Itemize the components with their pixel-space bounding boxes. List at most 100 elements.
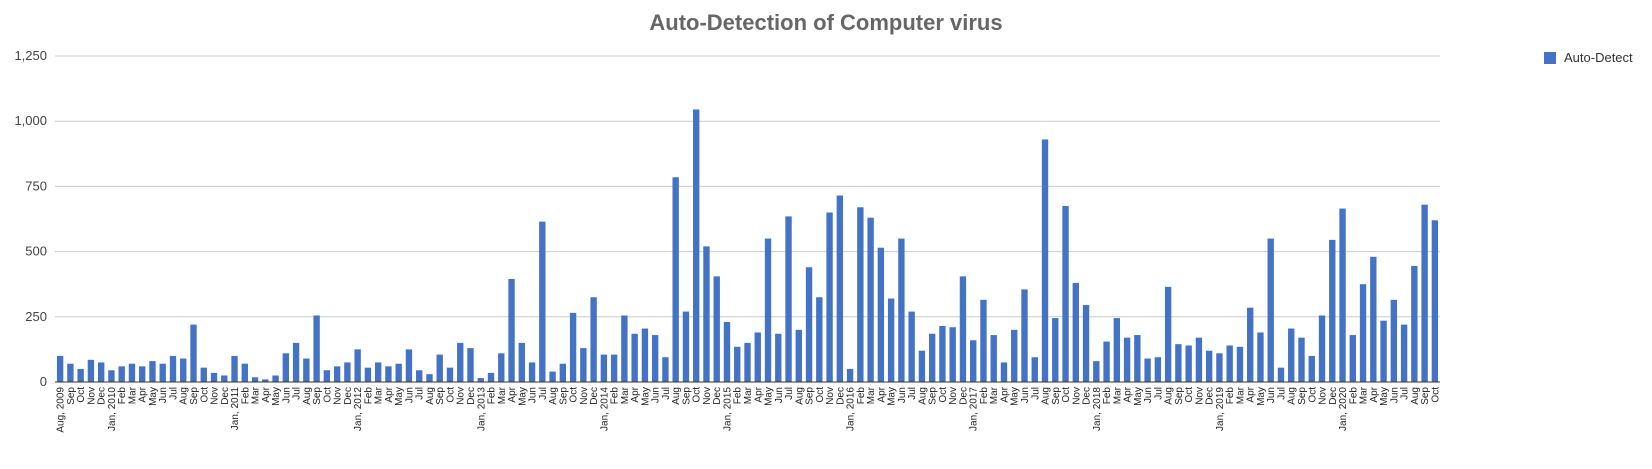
x-tick-label: Oct bbox=[692, 387, 703, 403]
bar bbox=[139, 366, 146, 382]
bar bbox=[1031, 357, 1038, 382]
bar bbox=[887, 298, 895, 382]
bar bbox=[528, 362, 536, 382]
bar bbox=[344, 362, 351, 382]
x-tick-label: Mar bbox=[1235, 386, 1246, 404]
bar bbox=[67, 363, 74, 382]
bar bbox=[221, 375, 228, 382]
bar bbox=[918, 350, 926, 382]
bar bbox=[744, 342, 751, 382]
x-tick-label: May bbox=[1379, 387, 1390, 406]
bar bbox=[251, 377, 259, 382]
x-tick-label: Jul bbox=[538, 387, 549, 400]
x-tick-label: Sep bbox=[312, 387, 323, 405]
y-axis-ticks: 0 250 500 750 1,000 1,250 bbox=[14, 48, 47, 389]
bar bbox=[374, 362, 382, 382]
bar bbox=[846, 368, 854, 382]
x-tick-label: May bbox=[394, 387, 405, 406]
bar bbox=[108, 370, 115, 382]
bar bbox=[77, 368, 84, 382]
x-tick-label: Oct bbox=[199, 387, 210, 403]
x-tick-label: Aug bbox=[1287, 387, 1298, 405]
x-tick-label: Jun bbox=[281, 387, 292, 403]
bar bbox=[457, 342, 464, 382]
x-tick-label: Sep bbox=[189, 387, 200, 405]
x-tick-label: Feb bbox=[1102, 387, 1113, 405]
bar bbox=[231, 355, 238, 382]
x-tick-label: Nov bbox=[579, 387, 590, 405]
bar bbox=[662, 357, 669, 382]
x-tick-label: Nov bbox=[86, 387, 97, 405]
x-tick-label: Nov bbox=[210, 387, 221, 405]
x-tick-label: Feb bbox=[979, 387, 990, 405]
x-tick-label: Aug bbox=[1410, 387, 1421, 405]
bar bbox=[980, 299, 987, 382]
bar bbox=[282, 353, 290, 382]
x-tick-label: Jul bbox=[907, 387, 918, 400]
x-tick-label: Mar bbox=[989, 386, 1000, 404]
x-tick-label: Aug bbox=[917, 387, 928, 405]
bar bbox=[1041, 139, 1049, 382]
bar bbox=[1103, 341, 1110, 382]
bar bbox=[826, 212, 833, 382]
bar bbox=[1000, 362, 1008, 382]
x-tick-label: Oct bbox=[1184, 387, 1195, 403]
bar bbox=[405, 349, 413, 382]
x-tick-label: Feb bbox=[733, 387, 744, 405]
bar bbox=[169, 355, 177, 382]
bar bbox=[898, 238, 905, 382]
x-tick-label: Sep bbox=[558, 387, 569, 405]
x-tick-label: Oct bbox=[938, 387, 949, 403]
bar bbox=[446, 367, 454, 382]
x-tick-label: Dec bbox=[589, 387, 600, 405]
x-tick-label: Mar bbox=[743, 386, 754, 404]
x-tick-label: Dec bbox=[466, 387, 477, 405]
x-tick-label: Oct bbox=[569, 387, 580, 403]
bar bbox=[1154, 357, 1162, 382]
bar bbox=[610, 354, 618, 382]
x-tick-label: Apr bbox=[999, 386, 1010, 402]
x-tick-label: Jan, 2011 bbox=[230, 387, 241, 431]
bar bbox=[97, 362, 105, 382]
bar bbox=[1011, 329, 1018, 382]
x-tick-label: Jun bbox=[404, 387, 415, 403]
bar bbox=[1390, 299, 1398, 382]
bar bbox=[272, 375, 279, 382]
bar bbox=[1411, 265, 1418, 382]
x-tick-label: Sep bbox=[681, 387, 692, 405]
x-tick-label: Apr bbox=[384, 386, 395, 402]
y-tick-label: 1,000 bbox=[14, 113, 47, 128]
bar bbox=[600, 354, 608, 382]
x-tick-label: May bbox=[271, 387, 282, 406]
x-tick-label: Dec bbox=[97, 387, 108, 405]
x-tick-label: Jul bbox=[1153, 387, 1164, 400]
x-tick-label: Jul bbox=[1400, 387, 1411, 400]
bar bbox=[1339, 208, 1346, 382]
legend: Auto-Detect bbox=[1544, 50, 1633, 65]
bar bbox=[436, 354, 443, 382]
bar bbox=[1093, 361, 1100, 382]
bar bbox=[333, 366, 341, 382]
x-tick-label: Jan, 2012 bbox=[353, 387, 364, 431]
bar bbox=[1185, 345, 1192, 382]
bar bbox=[1267, 238, 1274, 382]
bar bbox=[764, 238, 772, 382]
bar bbox=[1288, 328, 1295, 382]
x-tick-label: Mar bbox=[1112, 386, 1123, 404]
bar bbox=[518, 342, 525, 382]
x-tick-label: Aug bbox=[1164, 387, 1175, 405]
x-tick-label: Oct bbox=[445, 387, 456, 403]
x-tick-label: Apr bbox=[261, 386, 272, 402]
bar bbox=[1257, 332, 1264, 382]
bar bbox=[1134, 335, 1141, 382]
x-tick-label: Apr bbox=[630, 386, 641, 402]
bar bbox=[754, 332, 761, 382]
grid-lines bbox=[55, 55, 1440, 318]
bar bbox=[1205, 350, 1213, 382]
bar bbox=[1298, 337, 1305, 382]
x-tick-label: Dec bbox=[958, 387, 969, 405]
bar bbox=[867, 217, 874, 382]
bar bbox=[734, 346, 741, 382]
bar bbox=[857, 207, 864, 382]
bar bbox=[416, 370, 423, 382]
